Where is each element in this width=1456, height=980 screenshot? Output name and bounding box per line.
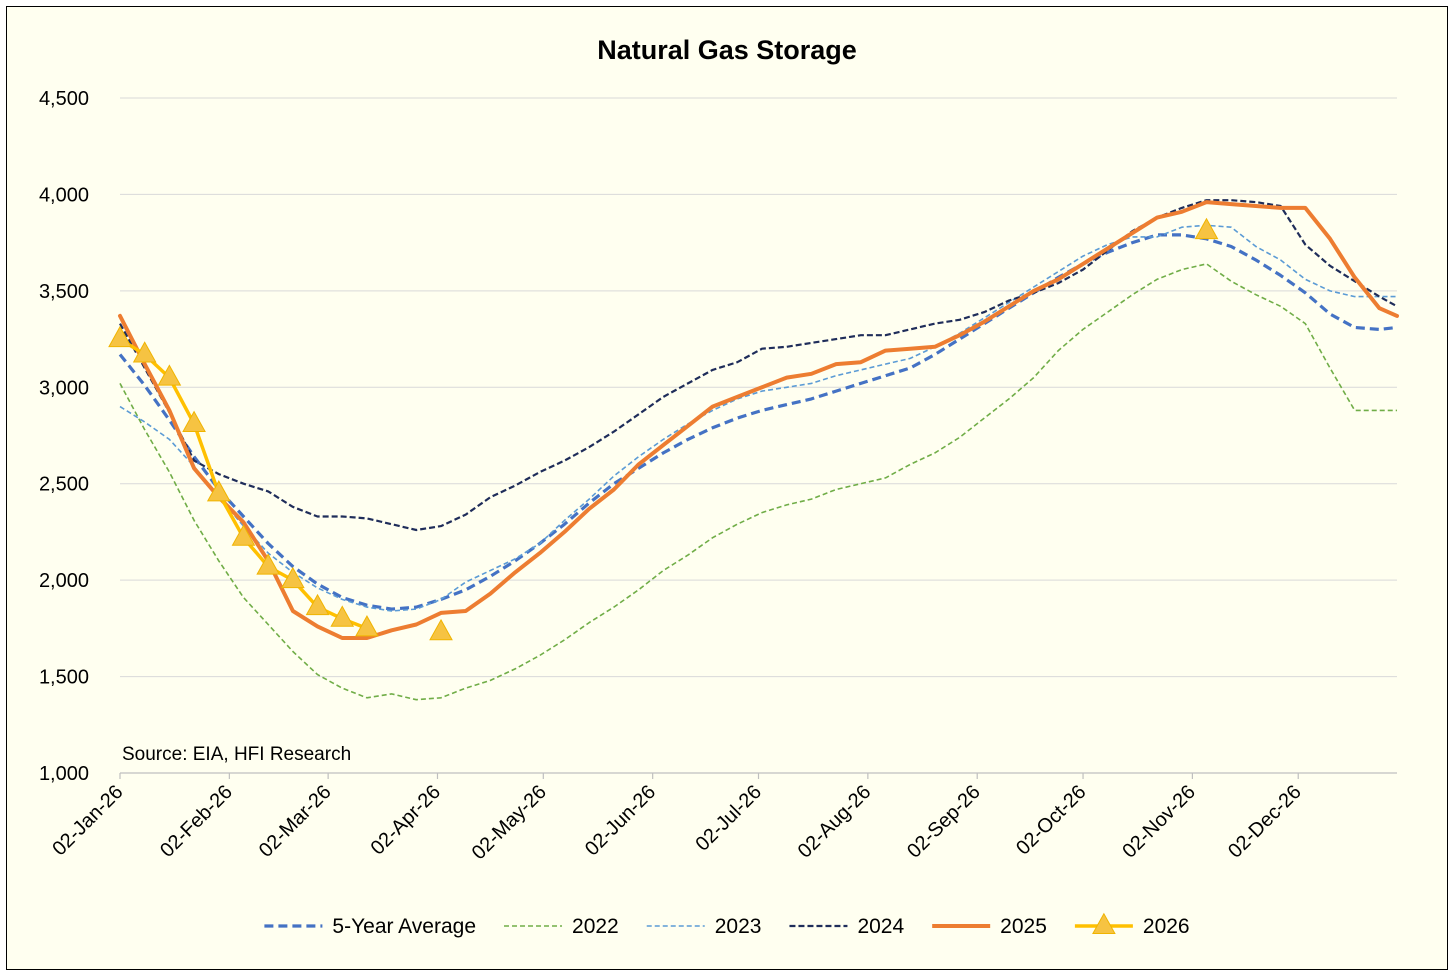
series-point-2026 [132, 341, 157, 363]
legend: 5-Year Average 2022 2023 2024 2025 2026 [264, 912, 1190, 938]
y-axis-ticks: 1,000 1,500 2,000 2,500 3,000 3,500 4,000 4,500 [39, 88, 89, 785]
legend-label: 2023 [715, 915, 762, 938]
series-line-5-year-average [118, 233, 1398, 611]
series-point-2026 [330, 605, 355, 627]
y-tick-label: 4,500 [39, 88, 89, 110]
y-tick-label: 2,000 [39, 570, 89, 592]
series-point-2026 [305, 593, 330, 616]
chart-title: Natural Gas Storage [597, 35, 857, 65]
series-point-2026 [206, 480, 231, 502]
x-tick-label: 02-Sep-26 [903, 781, 985, 863]
legend-label: 5-Year Average [332, 915, 476, 938]
series-point-2026 [231, 524, 256, 546]
series-line-2022 [119, 263, 1397, 701]
y-tick-label: 2,500 [39, 474, 89, 496]
x-tick-label: 02-Mar-26 [255, 781, 336, 862]
legend-marker [1092, 912, 1116, 935]
source-annotation: Source: EIA, HFI Research [122, 744, 351, 765]
x-tick-label: 02-Nov-26 [1118, 781, 1200, 863]
y-tick-label: 1,500 [39, 667, 89, 689]
series-point-2026 [157, 364, 182, 386]
legend-label: 2025 [1000, 915, 1047, 938]
x-tick-label: 02-Oct-26 [1012, 781, 1090, 859]
series-line-2024 [119, 199, 1398, 532]
series-point-2026 [281, 566, 305, 589]
y-tick-label: 3,500 [39, 281, 89, 303]
x-tick-label: 02-Jul-26 [692, 781, 767, 856]
series-line-2023 [119, 224, 1397, 612]
series-point-2026 [429, 618, 453, 641]
chart-frame [6, 6, 1448, 970]
legend-label: 2022 [572, 915, 619, 938]
series-layer [108, 199, 1399, 701]
legend-label: 2026 [1143, 915, 1190, 938]
y-tick-label: 1,000 [39, 763, 89, 785]
x-tick-label: 02-Feb-26 [156, 781, 237, 862]
legend-label: 2024 [857, 915, 904, 938]
x-tick-label: 02-Jun-26 [581, 781, 660, 860]
series-point-2026 [108, 325, 132, 348]
series-point-2026 [256, 553, 281, 575]
series-point-2026 [355, 615, 379, 637]
y-tick-label: 4,000 [39, 184, 89, 206]
series-point-2026 [182, 410, 206, 432]
x-tick-label: 02-Apr-26 [367, 781, 445, 859]
x-tick-label: 02-Dec-26 [1224, 781, 1306, 863]
x-tick-label: 02-Aug-26 [794, 781, 876, 863]
y-tick-label: 3,000 [39, 377, 89, 399]
x-tick-label: 02-May-26 [468, 781, 551, 864]
grid-layer [120, 97, 1397, 774]
series-point-2026 [1194, 217, 1219, 240]
x-axis-ticks: 02-Jan-26 02-Feb-26 02-Mar-26 02-Apr-26 02-M… [48, 773, 1306, 864]
x-tick-label: 02-Jan-26 [48, 781, 127, 860]
series-line-2025 [118, 200, 1399, 640]
